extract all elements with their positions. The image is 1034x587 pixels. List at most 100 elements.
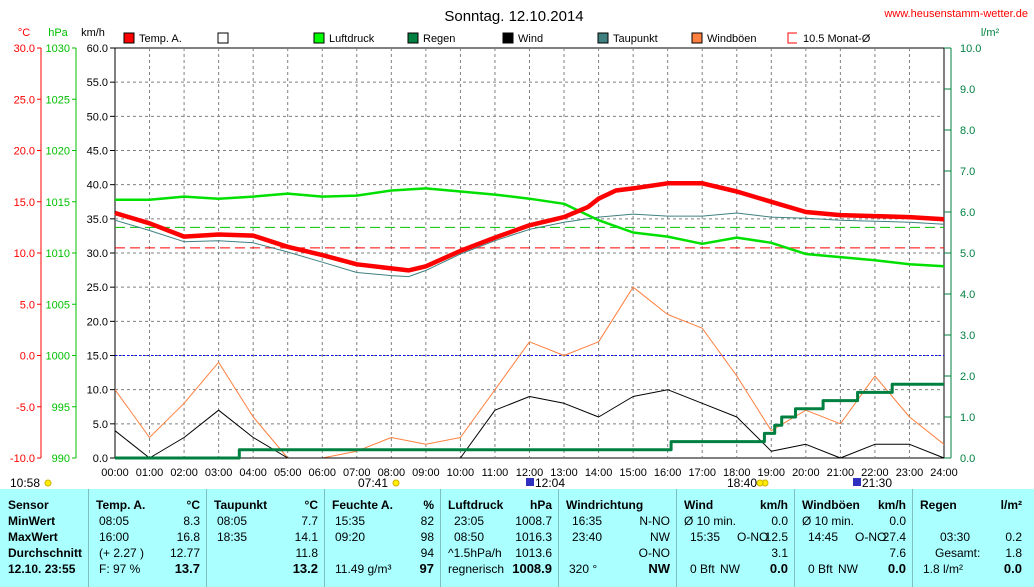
wind-tick-11: 5.0 [93, 419, 108, 431]
temp-tick-1: 25.0 [14, 94, 35, 106]
pressure-tick-0: 1030 [46, 43, 70, 55]
rain-tick-4: 6.0 [960, 207, 975, 219]
rain-tick-1: 9.0 [960, 84, 975, 96]
event-markers: 10:58 07:41 12:04 18:40 21:30 [10, 476, 892, 489]
wind-tick-2: 50.0 [87, 111, 108, 123]
event-label-1: 07:41 [358, 476, 388, 489]
temp-tick-7: -5.0 [16, 402, 35, 414]
stats-wind-max-time: 15:35 [690, 530, 721, 544]
stats-dew-current: 13.2 [292, 561, 318, 576]
stats-rain-header: Regen [920, 498, 957, 512]
stats-temp-max-time: 16:00 [99, 530, 130, 544]
x-tick-18: 18:00 [723, 467, 751, 479]
stats-rain-total: 1.8 [1005, 546, 1022, 560]
series-wind [114, 389, 945, 459]
stats-humidity-column: Feuchte A.% 15:35 82 09:20 98 94 11.49 g/m… [325, 489, 441, 587]
stats-winddir-column: Windrichtung 16:35 N-NO 23:40 NW O-NO 320 … [559, 489, 677, 587]
series-temp-a [114, 181, 945, 273]
temp-tick-2: 20.0 [14, 146, 35, 158]
legend-swatch-0 [123, 32, 135, 44]
stats-dew-header: Taupunkt [214, 498, 268, 512]
x-tick-13: 13:00 [550, 467, 578, 479]
event-label-0: 10:58 [10, 476, 40, 489]
stats-label-sensor: Sensor [8, 498, 49, 512]
stats-wind-column: Wind km/h Ø 10 min. 0.0 15:35 O-NO 12.5 3.1 … [677, 489, 795, 587]
stats-dew-unit: °C [304, 498, 318, 512]
rain-tick-9: 1.0 [960, 412, 975, 424]
legend-swatch-6 [691, 32, 703, 44]
x-tick-20: 20:00 [792, 467, 820, 479]
legend-label-7: 10.5 Monat-Ø [803, 33, 871, 45]
pressure-tick-4: 1010 [46, 248, 70, 260]
moon-icon [853, 478, 861, 486]
stats-pressure-min: 1008.7 [515, 514, 552, 528]
stats-humidity-avg: 94 [420, 546, 434, 560]
rain-tick-7: 3.0 [960, 330, 975, 342]
temp-tick-5: 5.0 [20, 299, 35, 311]
stats-gust-header: Windböen [802, 498, 860, 512]
stats-winddir-degrees: 320 ° [569, 562, 598, 576]
stats-pressure-forecast: regnerisch [448, 562, 505, 576]
stats-gust-current: 0.0 [887, 561, 906, 576]
stats-humidity-unit: % [423, 498, 434, 512]
sun-icon [392, 479, 400, 487]
moon-icon [526, 478, 534, 486]
wind-axis-label: km/h [81, 27, 105, 39]
stats-winddir-header: Windrichtung [566, 498, 644, 512]
legend-label-5: Taupunkt [613, 33, 658, 45]
event-label-3: 18:40 [727, 476, 757, 489]
stats-temp-avg: 12.77 [169, 546, 200, 560]
rain-tick-10: 0.0 [960, 453, 975, 465]
stats-label-max: MaxWert [8, 530, 58, 544]
axis-ticks: 30.0 25.0 20.0 15.0 10.0 5.0 0.0 -5.0 -10.0 1030 1… [10, 43, 982, 479]
x-tick-17: 17:00 [688, 467, 716, 479]
sun-icon [44, 479, 52, 487]
x-tick-12: 12:00 [516, 467, 544, 479]
rain-tick-8: 2.0 [960, 371, 975, 383]
stats-gust-bft: 0 Bft [808, 562, 833, 576]
stats-humidity-absolute: 11.49 g/m³ [335, 562, 392, 576]
stats-temp-column: Temp. A. °C 08:05 8.3 16:00 16.8 (+ 2.27 ) 1… [89, 489, 207, 587]
legend-label-0: Temp. A. [139, 33, 182, 45]
event-label-5: 21:30 [862, 476, 892, 489]
stats-pressure-min-time: 23:05 [454, 514, 485, 528]
stats-humidity-current: 97 [419, 561, 434, 576]
stats-label-min: MinWert [8, 514, 56, 528]
stats-temp-max: 16.8 [176, 530, 200, 544]
stats-label-avg: Durchschnitt [8, 546, 83, 560]
temp-axis-label: °C [18, 27, 30, 39]
stats-temp-min: 8.3 [183, 514, 200, 528]
temp-tick-8: -10.0 [10, 453, 35, 465]
chart-title: Sonntag. 12.10.2014 [444, 8, 583, 25]
stats-temp-min-time: 08:05 [99, 514, 130, 528]
stats-dew-min: 7.7 [301, 514, 318, 528]
wind-tick-9: 15.0 [87, 351, 108, 363]
stats-gust-avg10: 0.0 [889, 514, 906, 528]
x-tick-16: 16:00 [654, 467, 682, 479]
x-tick-0: 00:00 [101, 467, 129, 479]
legend-label-4: Wind [518, 33, 543, 45]
pressure-tick-8: 990 [52, 453, 70, 465]
wind-tick-12: 0.0 [93, 453, 108, 465]
stats-pressure-current: 1008.9 [512, 561, 552, 576]
stats-rain-column: Regen l/m² 03:30 0.2 Gesamt: 1.8 1.8 l/m² 0.… [913, 489, 1034, 587]
pressure-tick-3: 1015 [46, 197, 70, 209]
pressure-tick-2: 1020 [46, 146, 70, 158]
stats-gust-current-dir: NW [838, 562, 858, 576]
x-tick-15: 15:00 [619, 467, 647, 479]
series-taupunkt [114, 212, 945, 278]
stats-labels-column: Sensor MinWert MaxWert Durchschnitt 12.1… [0, 489, 89, 587]
stats-label-current: 12.10. 23:55 [8, 562, 76, 576]
stats-rain-unit: l/m² [1000, 498, 1022, 512]
stats-gust-avg10-label: Ø 10 min. [802, 514, 855, 528]
stats-humidity-min: 82 [420, 514, 434, 528]
pressure-tick-6: 1000 [46, 351, 70, 363]
x-tick-11: 11:00 [482, 467, 509, 479]
stats-winddir-min-time: 16:35 [572, 514, 603, 528]
stats-wind-current-dir: NW [720, 562, 740, 576]
stats-dew-max-time: 18:35 [217, 530, 248, 544]
x-tick-10: 10:00 [447, 467, 475, 479]
stats-winddir-max: NW [650, 530, 670, 544]
rain-tick-2: 8.0 [960, 125, 975, 137]
stats-temp-unit: °C [186, 498, 200, 512]
